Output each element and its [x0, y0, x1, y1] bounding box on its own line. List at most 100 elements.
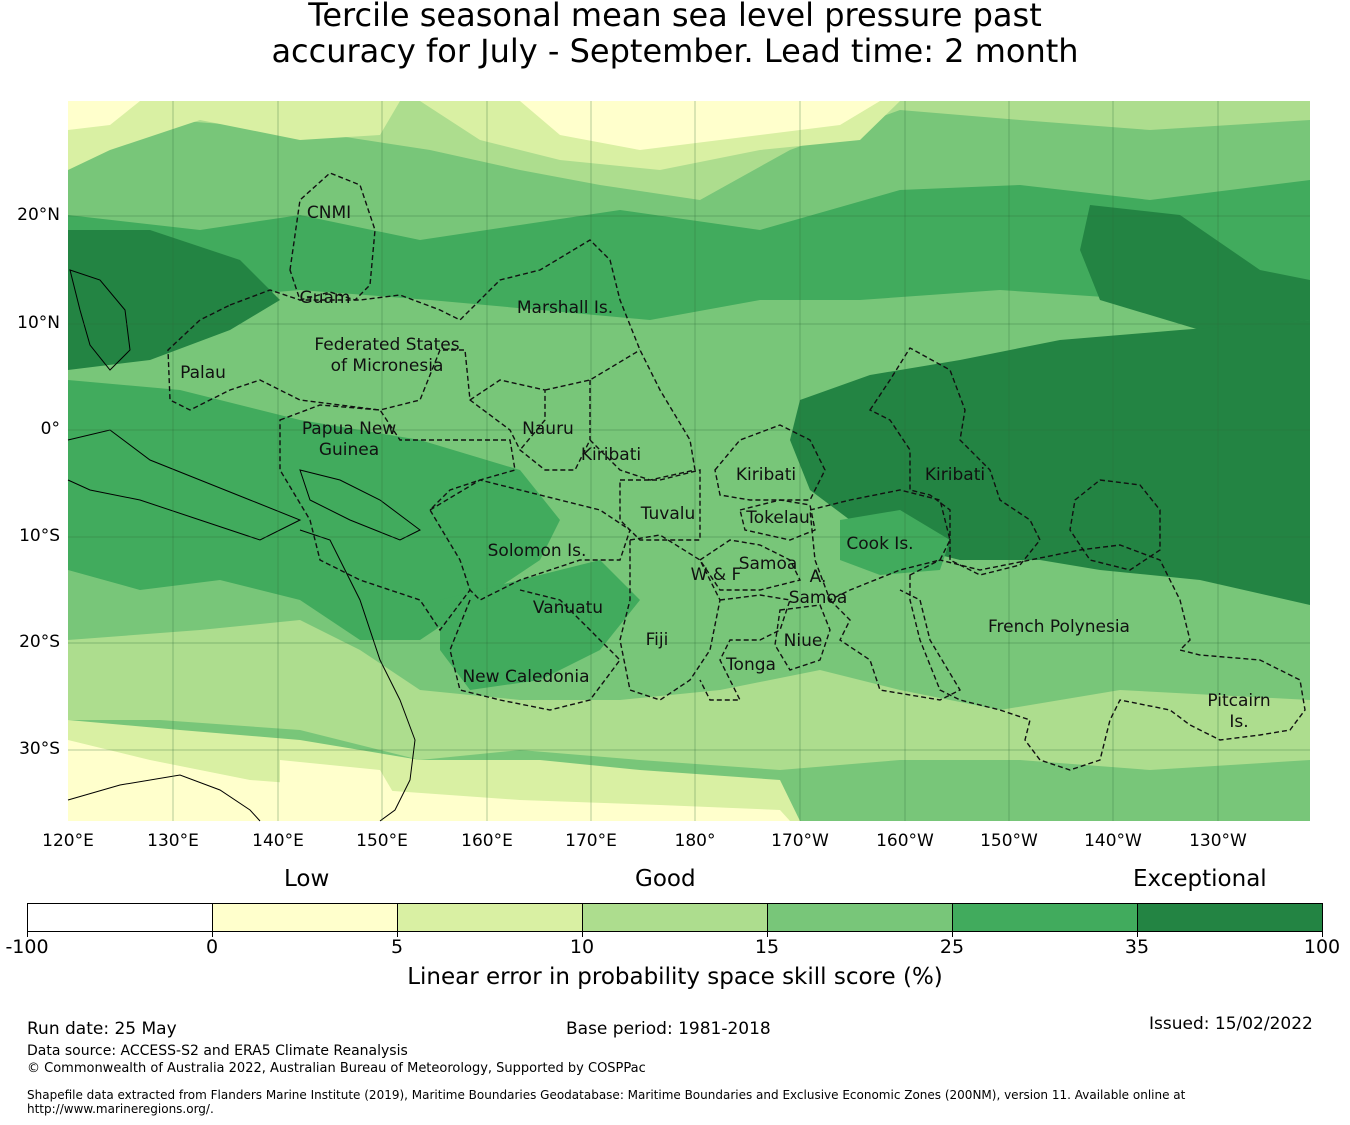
lat-label-0: 0°	[40, 419, 60, 439]
region-label-nauru: Nauru	[522, 419, 574, 439]
skill-zone-darkest-north-east	[1080, 205, 1310, 330]
colorbar-segment	[953, 904, 1138, 931]
colorbar-heading-low: Low	[284, 866, 330, 892]
colorbar-tick-label: 5	[390, 936, 404, 958]
colorbar-tick-label: 25	[939, 936, 965, 958]
eez-png	[279, 404, 516, 632]
skill-zone-yellow-south	[68, 740, 790, 821]
colorbar-tick-label: 15	[754, 936, 780, 958]
run-date: Run date: 25 May	[27, 1019, 177, 1039]
region-label-tokelau: Tokelau	[745, 508, 810, 528]
colorbar-label: Linear error in probability space skill …	[407, 964, 943, 990]
eez-cook-south	[829, 589, 961, 701]
colorbar	[27, 903, 1323, 932]
colorbar-segment	[213, 904, 398, 931]
region-label-fsm-1: Federated States	[314, 335, 459, 355]
lat-label-20s: 20°S	[19, 632, 60, 652]
lon-label-170w: 170°W	[771, 831, 829, 851]
lat-label-10n: 10°N	[17, 313, 60, 333]
issued-date: Issued: 15/02/2022	[1149, 1014, 1313, 1034]
region-label-pitcairn-1: Pitcairn	[1207, 691, 1270, 711]
colorbar-segment	[398, 904, 583, 931]
eez-tonga	[699, 594, 791, 701]
eez-french-polynesia	[909, 544, 1306, 771]
colorbar-tick	[767, 932, 768, 937]
colorbar-segment	[1138, 904, 1322, 931]
colorbar-tick-label: 0	[205, 936, 219, 958]
colorbar-tick-label: 100	[1303, 936, 1341, 958]
indonesia-coastline	[67, 429, 302, 541]
graticule	[68, 101, 1310, 821]
colorbar-tick-label: -100	[5, 936, 49, 958]
lon-label-140w: 140°W	[1084, 831, 1142, 851]
skill-zone-yellow-north	[520, 101, 880, 150]
region-label-cnmi: CNMI	[307, 203, 351, 223]
region-label-french-polynesia: French Polynesia	[988, 617, 1130, 637]
colorbar-tick-label: 35	[1124, 936, 1150, 958]
lon-label-130w: 130°W	[1189, 831, 1247, 851]
eez-boundaries	[167, 172, 1306, 771]
colorbar-segment	[768, 904, 953, 931]
region-label-cook: Cook Is.	[846, 534, 913, 554]
lon-label-170e: 170°E	[565, 831, 617, 851]
eez-cnmi	[289, 172, 376, 301]
region-label-am-samoa-1: A.	[810, 567, 827, 587]
colorbar-heading-good: Good	[635, 866, 696, 892]
region-label-pitcairn-2: Is.	[1229, 712, 1248, 732]
eez-marquesas	[1069, 479, 1161, 571]
colorbar-tick	[212, 932, 213, 937]
eez-tokelau	[739, 499, 816, 541]
colorbar-segment	[28, 904, 213, 931]
chart-title-line-2: accuracy for July - September. Lead time…	[271, 32, 1079, 70]
png-coastline	[299, 469, 421, 541]
region-label-wallis-futuna: W & F	[691, 565, 742, 585]
colorbar-tick	[397, 932, 398, 937]
lon-label-160e: 160°E	[461, 831, 513, 851]
eez-new-caledonia	[449, 589, 621, 711]
eez-cook-north	[809, 489, 951, 601]
skill-zone-darkest-west	[68, 230, 280, 370]
colorbar-tick	[27, 932, 28, 937]
lat-label-30s: 30°S	[19, 739, 60, 759]
region-label-palau: Palau	[180, 363, 226, 383]
lat-label-10s: 10°S	[19, 526, 60, 546]
base-period: Base period: 1981-2018	[566, 1019, 771, 1039]
skill-zone-dark-south-west	[68, 380, 560, 640]
eez-internal	[469, 349, 641, 451]
lon-label-140e: 140°E	[252, 831, 304, 851]
region-label-solomon: Solomon Is.	[488, 541, 587, 561]
skill-zone-yellow-australia	[280, 760, 410, 821]
skill-zone-dark-north	[68, 180, 1310, 330]
map-canvas: CNMI Guam Marshall Is. Federated States …	[67, 101, 1310, 822]
skill-zone-light-north-west	[68, 101, 400, 170]
region-label-tuvalu: Tuvalu	[640, 504, 696, 524]
region-labels: CNMI Guam Marshall Is. Federated States …	[180, 203, 1271, 732]
region-label-kiribati-phoenix: Kiribati	[736, 465, 796, 485]
colorbar-tick-label: 10	[569, 936, 595, 958]
skill-zone-dark-vanuatu	[440, 560, 640, 690]
philippines-coastline	[69, 269, 131, 371]
lon-label-150w: 150°W	[980, 831, 1038, 851]
lon-label-160w: 160°W	[876, 831, 934, 851]
region-label-new-caledonia: New Caledonia	[462, 667, 589, 687]
region-label-guam: Guam	[300, 288, 351, 308]
colorbar-tick	[1322, 932, 1323, 937]
region-label-fiji: Fiji	[646, 630, 669, 650]
eez-kiribati-phoenix	[714, 424, 826, 501]
skill-zone-pale-south	[68, 620, 1310, 770]
region-label-tonga: Tonga	[725, 655, 776, 675]
eez-niue	[774, 604, 831, 671]
region-label-png-1: Papua New	[302, 419, 396, 439]
eez-tuvalu	[619, 469, 701, 541]
skill-zone-dark-cook	[840, 510, 950, 575]
colorbar-tick	[1137, 932, 1138, 937]
lon-label-130e: 130°E	[147, 831, 199, 851]
colorbar-tick	[952, 932, 953, 937]
colorbar-tick	[582, 932, 583, 937]
colorbar-heading-exceptional: Exceptional	[1133, 866, 1267, 892]
skill-zone-yellow-north-west	[68, 101, 140, 130]
region-label-am-samoa-2: Samoa	[789, 588, 848, 608]
eez-samoa	[699, 539, 802, 591]
region-label-kiribati-line: Kiribati	[925, 465, 985, 485]
lon-label-150e: 150°E	[356, 831, 408, 851]
